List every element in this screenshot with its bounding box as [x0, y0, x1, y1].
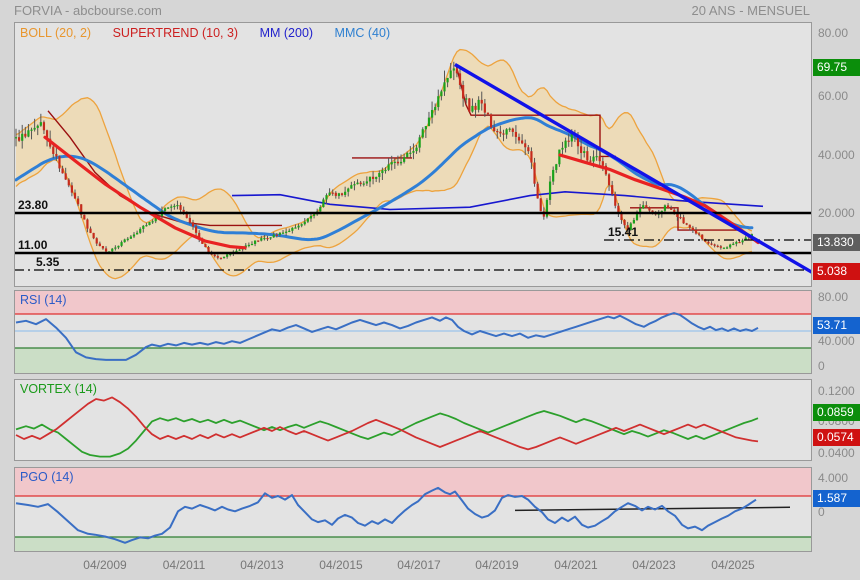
timeframe-label: 20 ANS - MENSUEL [691, 3, 811, 18]
x-axis-date-label: 04/2023 [632, 558, 676, 572]
mmc40-line [14, 116, 754, 242]
rsi-panel[interactable] [15, 312, 759, 361]
vortex-last-value-badge: 0.0574 [813, 429, 860, 446]
pgo-last-value-badge: 1.587 [813, 490, 860, 507]
pgo-panel[interactable] [15, 486, 791, 544]
x-axis-date-label: 04/2025 [711, 558, 755, 572]
price-level-label: 11.00 [18, 238, 48, 252]
price-level-label: 23.80 [18, 198, 49, 212]
legend-mm200[interactable]: MM (200) [259, 26, 314, 40]
x-axis-date-label: 04/2009 [83, 558, 127, 572]
main-last-value-badge: 5.038 [813, 263, 860, 280]
price-level-label: 5.35 [36, 255, 60, 269]
main-axis-tick: 20.000 [818, 206, 855, 220]
panel-backgrounds [14, 22, 812, 552]
x-axis-date-label: 04/2011 [162, 558, 206, 572]
horizontal-annotation-lines[interactable] [14, 211, 812, 271]
x-axis-date-label: 04/2017 [397, 558, 441, 572]
bollinger-band [15, 48, 753, 280]
blue-trendline[interactable] [454, 63, 812, 274]
pgo-axis-tick: 0 [818, 505, 825, 519]
vortex-axis-tick: 0.0400 [818, 446, 855, 460]
vortex-panel[interactable] [15, 396, 759, 458]
main-axis-tick: 80.00 [818, 26, 849, 40]
main-last-value-badge: 13.830 [813, 234, 860, 251]
chart-title: FORVIA - abcbourse.com [14, 3, 162, 18]
rsi-last-value-badge: 53.71 [813, 317, 860, 334]
x-axis-date-label: 04/2013 [240, 558, 284, 572]
rsi-panel-title[interactable]: RSI (14) [20, 293, 67, 307]
pgo-axis-tick: 4.000 [818, 471, 849, 485]
main-last-value-badge: 69.75 [813, 59, 860, 76]
vortex-axis-tick: 0.1200 [818, 384, 855, 398]
vortex-panel-title[interactable]: VORTEX (14) [20, 382, 97, 396]
legend-bollinger[interactable]: BOLL (20, 2) [20, 26, 92, 40]
legend-supertrend[interactable]: SUPERTREND (10, 3) [112, 26, 239, 40]
x-axis-date-label: 04/2015 [319, 558, 363, 572]
main-price-panel[interactable] [14, 48, 812, 280]
rsi-axis-tick: 40.000 [818, 334, 855, 348]
panel-borders [14, 22, 812, 552]
rsi-axis-tick: 0 [818, 359, 825, 373]
legend-mmc40[interactable]: MMC (40) [334, 26, 391, 40]
rsi-axis-tick: 80.00 [818, 290, 849, 304]
main-axis-tick: 40.000 [818, 148, 855, 162]
vortex-last-value-badge: 0.0859 [813, 404, 860, 421]
price-level-label: 15.41 [608, 225, 639, 239]
pgo-panel-title[interactable]: PGO (14) [20, 470, 74, 484]
main-axis-tick: 60.00 [818, 89, 849, 103]
x-axis-date-label: 04/2019 [475, 558, 519, 572]
indicator-legend: BOLL (20, 2) SUPERTREND (10, 3) MM (200)… [20, 26, 408, 40]
mm200-line [231, 190, 764, 211]
x-axis-date-label: 04/2021 [554, 558, 598, 572]
